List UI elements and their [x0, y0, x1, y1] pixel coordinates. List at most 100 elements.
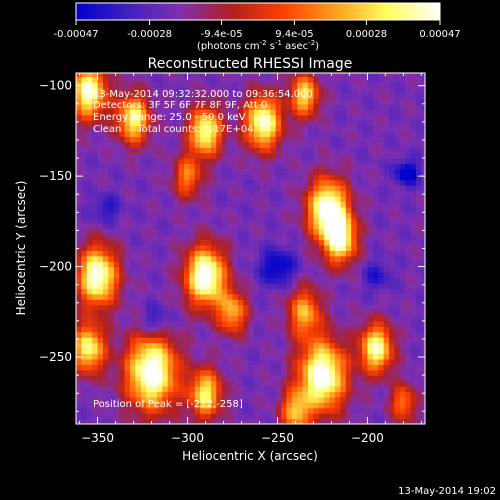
heatmap-cell [173, 92, 180, 99]
heatmap-cell [102, 141, 109, 148]
heatmap-cell [254, 320, 261, 327]
heatmap-cell [205, 375, 212, 382]
heatmap-cell [210, 348, 217, 355]
heatmap-cell [259, 190, 266, 197]
heatmap-cell [308, 266, 315, 273]
heatmap-cell [108, 125, 115, 132]
heatmap-cell [254, 304, 261, 311]
heatmap-cell [221, 103, 228, 110]
heatmap-cell [227, 234, 234, 241]
heatmap-cell [151, 163, 158, 170]
heatmap-cell [356, 109, 363, 116]
heatmap-cell [399, 413, 406, 420]
heatmap-cell [324, 375, 331, 382]
heatmap-cell [270, 103, 277, 110]
heatmap-cell [243, 190, 250, 197]
heatmap-cell [76, 158, 82, 165]
heatmap-cell [378, 168, 385, 175]
heatmap-cell [297, 380, 304, 387]
heatmap-cell [178, 342, 185, 349]
heatmap-cell [216, 369, 223, 376]
heatmap-cell [259, 141, 266, 148]
heatmap-cell [248, 174, 255, 181]
heatmap-cell [394, 358, 401, 365]
heatmap-cell [405, 82, 412, 89]
heatmap-cell [178, 130, 185, 137]
heatmap-cell [227, 261, 234, 268]
heatmap-cell [389, 239, 396, 246]
heatmap-cell [399, 147, 406, 154]
heatmap-cell [200, 331, 207, 338]
heatmap-cell [178, 190, 185, 197]
heatmap-cell [421, 375, 425, 382]
heatmap-cell [275, 277, 282, 284]
heatmap-cell [329, 261, 336, 268]
heatmap-cell [318, 244, 325, 251]
heatmap-cell [167, 109, 174, 116]
heatmap-cell [356, 239, 363, 246]
heatmap-cell [124, 342, 131, 349]
heatmap-cell [124, 228, 131, 235]
heatmap-cell [221, 212, 228, 219]
heatmap-cell [76, 353, 82, 360]
heatmap-cell [405, 315, 412, 322]
heatmap-cell [210, 82, 217, 89]
heatmap-cell [108, 244, 115, 251]
heatmap-cell [189, 239, 196, 246]
heatmap-cell [221, 114, 228, 121]
heatmap-cell [146, 244, 153, 251]
heatmap-cell [345, 109, 352, 116]
heatmap-cell [221, 342, 228, 349]
heatmap-cell [394, 239, 401, 246]
heatmap-cell [259, 76, 266, 83]
heatmap-cell [194, 299, 201, 306]
heatmap-cell [108, 98, 115, 105]
heatmap-cell [76, 255, 82, 262]
heatmap-cell [151, 310, 158, 317]
heatmap-cell [76, 277, 82, 284]
heatmap-cell [351, 358, 358, 365]
heatmap-cell [108, 353, 115, 360]
heatmap-cell [221, 163, 228, 170]
heatmap-cell [237, 288, 244, 295]
heatmap-cell [81, 168, 88, 175]
y-tick-label: −250 [39, 350, 72, 364]
heatmap-cell [232, 185, 239, 192]
heatmap-cell [410, 179, 417, 186]
heatmap-cell [421, 114, 425, 121]
heatmap-cell [129, 402, 136, 409]
heatmap-cell [200, 206, 207, 213]
heatmap-cell [200, 348, 207, 355]
heatmap-cell [113, 185, 120, 192]
heatmap-cell [351, 152, 358, 159]
heatmap-cell [399, 348, 406, 355]
heatmap-cell [399, 299, 406, 306]
heatmap-cell [416, 185, 423, 192]
heatmap-cell [129, 141, 136, 148]
heatmap-cell [335, 369, 342, 376]
heatmap-cell [92, 163, 99, 170]
heatmap-cell [243, 282, 250, 289]
heatmap-cell [308, 386, 315, 393]
heatmap-cell [237, 190, 244, 197]
heatmap-cell [313, 266, 320, 273]
heatmap-cell [81, 125, 88, 132]
heatmap-cell [167, 73, 174, 78]
heatmap-cell [248, 348, 255, 355]
heatmap-cell [421, 348, 425, 355]
heatmap-cell [345, 358, 352, 365]
heatmap-cell [356, 386, 363, 393]
heatmap-cell [421, 310, 425, 317]
heatmap-cell [281, 163, 288, 170]
heatmap-cell [345, 396, 352, 403]
heatmap-cell [259, 174, 266, 181]
heatmap-cell [81, 310, 88, 317]
heatmap-cell [356, 152, 363, 159]
heatmap-cell [76, 342, 82, 349]
heatmap-cell [205, 418, 212, 424]
heatmap-cell [248, 223, 255, 230]
heatmap-cell [243, 304, 250, 311]
heatmap-cell [167, 353, 174, 360]
heatmap-cell [113, 337, 120, 344]
heatmap-cell [345, 158, 352, 165]
